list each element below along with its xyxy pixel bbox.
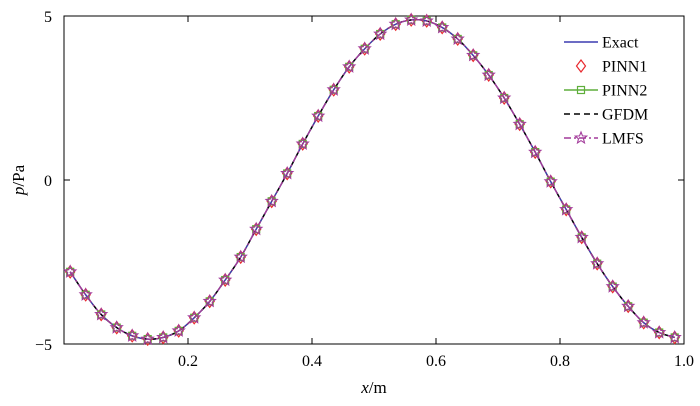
data-point-lmfs bbox=[326, 82, 341, 96]
legend-item-gfdm: GFDM bbox=[564, 107, 648, 124]
data-point-lmfs bbox=[652, 324, 667, 339]
data-point-lmfs bbox=[590, 256, 605, 270]
data-point-lmfs bbox=[450, 31, 465, 45]
data-point-lmfs bbox=[311, 108, 326, 123]
legend-marker-lmfs bbox=[573, 130, 589, 145]
legend-item-lmfs: LMFS bbox=[564, 130, 644, 148]
data-point-lmfs bbox=[280, 165, 295, 180]
legend-label: PINN2 bbox=[602, 83, 647, 100]
data-point-lmfs bbox=[435, 19, 450, 34]
data-point-lmfs bbox=[605, 279, 620, 293]
data-point-lmfs bbox=[667, 329, 682, 344]
data-point-lmfs bbox=[528, 144, 543, 159]
y-tick-label: 5 bbox=[44, 9, 52, 26]
data-point-lmfs bbox=[109, 320, 124, 334]
data-point-lmfs bbox=[357, 41, 372, 55]
data-point-lmfs bbox=[481, 67, 496, 82]
data-point-lmfs bbox=[171, 323, 186, 337]
plot-frame bbox=[63, 15, 685, 345]
legend-marker-pinn2 bbox=[576, 85, 586, 95]
x-axis-ticks: 0.2 0.4 0.6 0.8 1.0 bbox=[178, 16, 694, 370]
y-axis-ticks: −5 0 5 bbox=[35, 9, 684, 354]
series-layer bbox=[63, 12, 682, 347]
series-markers-lmfs bbox=[63, 12, 682, 346]
legend-label: PINN1 bbox=[602, 59, 647, 76]
data-point-lmfs bbox=[621, 298, 636, 313]
x-tick-label: 0.8 bbox=[550, 353, 570, 370]
y-axis-label: p/Pa bbox=[9, 164, 28, 196]
data-point-lmfs bbox=[466, 47, 481, 62]
y-tick-label: −5 bbox=[35, 337, 52, 354]
x-axis-label: x/m bbox=[360, 378, 387, 397]
data-point-lmfs bbox=[202, 293, 217, 308]
data-point-lmfs bbox=[140, 331, 155, 346]
legend-label: Exact bbox=[602, 35, 639, 52]
legend-label: LMFS bbox=[602, 131, 644, 148]
data-point-lmfs bbox=[342, 59, 357, 73]
legend-item-pinn2: PINN2 bbox=[564, 83, 647, 100]
y-tick-label: 0 bbox=[44, 173, 52, 190]
legend: Exact PINN1 PINN2 GFDM LMFS bbox=[564, 35, 648, 148]
data-point-lmfs bbox=[636, 315, 651, 329]
data-point-lmfs bbox=[156, 329, 171, 344]
x-tick-label: 0.4 bbox=[302, 353, 322, 370]
legend-marker-pinn1 bbox=[575, 59, 587, 73]
data-point-lmfs bbox=[512, 116, 527, 131]
legend-item-pinn1: PINN1 bbox=[575, 59, 647, 76]
data-point-lmfs bbox=[543, 174, 558, 188]
data-point-lmfs bbox=[559, 201, 574, 216]
legend-item-exact: Exact bbox=[564, 35, 639, 52]
data-point-lmfs bbox=[574, 229, 589, 244]
data-point-lmfs bbox=[295, 136, 310, 151]
data-point-lmfs bbox=[264, 193, 279, 208]
data-point-lmfs bbox=[94, 306, 109, 321]
data-point-lmfs bbox=[497, 90, 512, 105]
data-point-lmfs bbox=[233, 249, 248, 264]
data-point-lmfs bbox=[78, 287, 93, 301]
data-point-lmfs bbox=[125, 328, 140, 342]
x-tick-label: 0.2 bbox=[178, 353, 198, 370]
data-point-lmfs bbox=[187, 310, 202, 324]
data-point-lmfs bbox=[419, 13, 434, 28]
x-tick-label: 0.6 bbox=[426, 353, 446, 370]
x-tick-label: 1.0 bbox=[674, 353, 694, 370]
data-point-lmfs bbox=[388, 16, 403, 31]
data-point-lmfs bbox=[218, 272, 233, 287]
data-point-lmfs bbox=[373, 26, 388, 41]
series-line-lmfs bbox=[69, 18, 675, 340]
legend-label: GFDM bbox=[602, 107, 648, 124]
data-point-lmfs bbox=[404, 12, 419, 27]
data-point-lmfs bbox=[63, 264, 78, 278]
data-point-lmfs bbox=[249, 221, 264, 236]
